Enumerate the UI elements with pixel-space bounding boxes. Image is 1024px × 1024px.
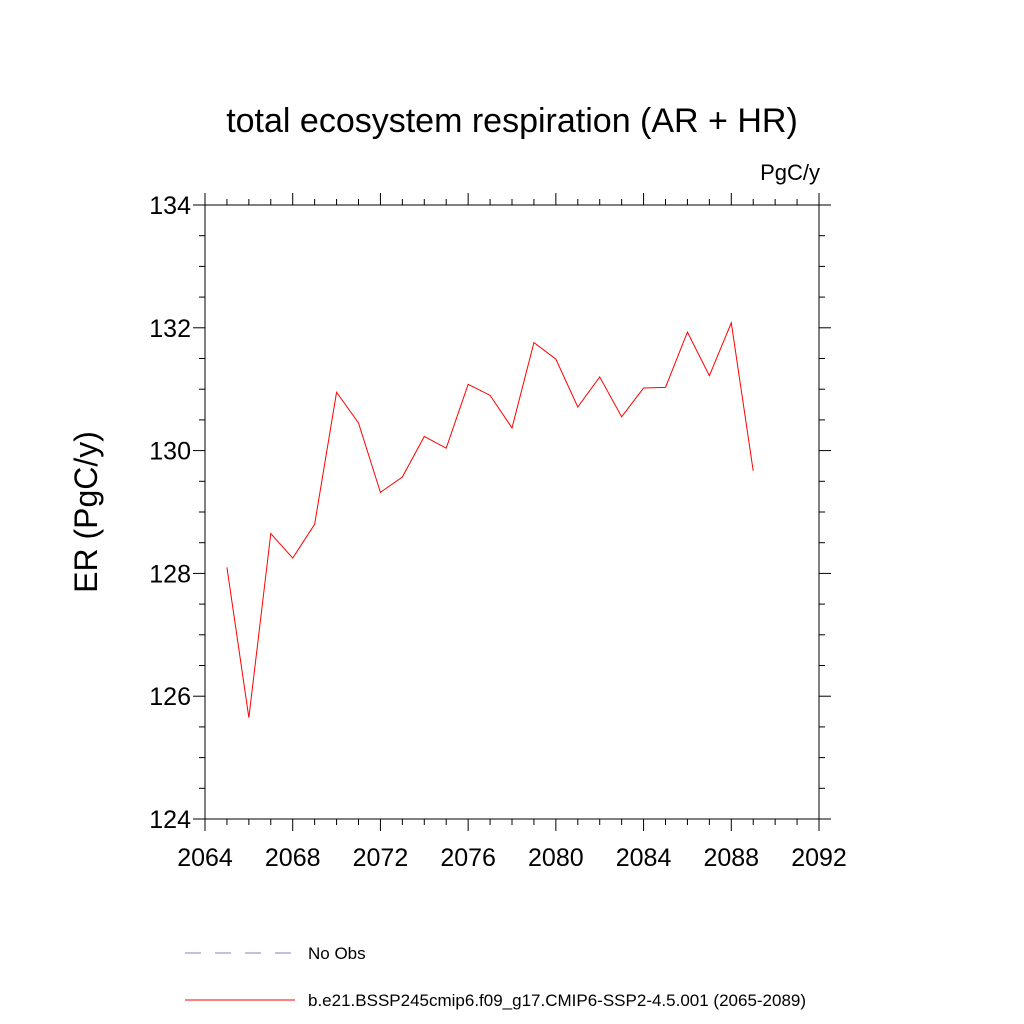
y-tick-label: 130 bbox=[149, 438, 191, 466]
y-tick-label: 128 bbox=[149, 560, 191, 588]
x-tick-label: 2080 bbox=[528, 844, 584, 872]
y-tick-label: 126 bbox=[149, 683, 191, 711]
x-tick-label: 2072 bbox=[353, 844, 409, 872]
x-tick-label: 2068 bbox=[265, 844, 321, 872]
axis-ticks bbox=[193, 193, 831, 831]
legend: No Obs b.e21.BSSP245cmip6.f09_g17.CMIP6-… bbox=[185, 944, 806, 1010]
x-tick-label: 2064 bbox=[177, 844, 233, 872]
series-line-0 bbox=[226, 321, 754, 718]
y-tick-label: 124 bbox=[149, 806, 191, 834]
y-tick-label: 132 bbox=[149, 315, 191, 343]
x-tick-label: 2076 bbox=[440, 844, 496, 872]
series-layer bbox=[226, 321, 754, 718]
tick-labels: 2064 2068 2072 2076 2080 2084 2088 2092 124 126 12… bbox=[149, 192, 847, 872]
x-tick-label: 2084 bbox=[616, 844, 672, 872]
x-tick-label: 2088 bbox=[703, 844, 759, 872]
y-tick-label: 134 bbox=[149, 192, 191, 220]
units-label: PgC/y bbox=[760, 160, 820, 185]
legend-label-ssp245: b.e21.BSSP245cmip6.f09_g17.CMIP6-SSP2-4.… bbox=[308, 991, 806, 1010]
plot-frame bbox=[204, 204, 820, 820]
chart-title: total ecosystem respiration (AR + HR) bbox=[226, 102, 798, 140]
legend-label-no-obs: No Obs bbox=[308, 944, 366, 963]
y-axis-label: ER (PgC/y) bbox=[68, 431, 104, 593]
x-tick-label: 2092 bbox=[791, 844, 847, 872]
